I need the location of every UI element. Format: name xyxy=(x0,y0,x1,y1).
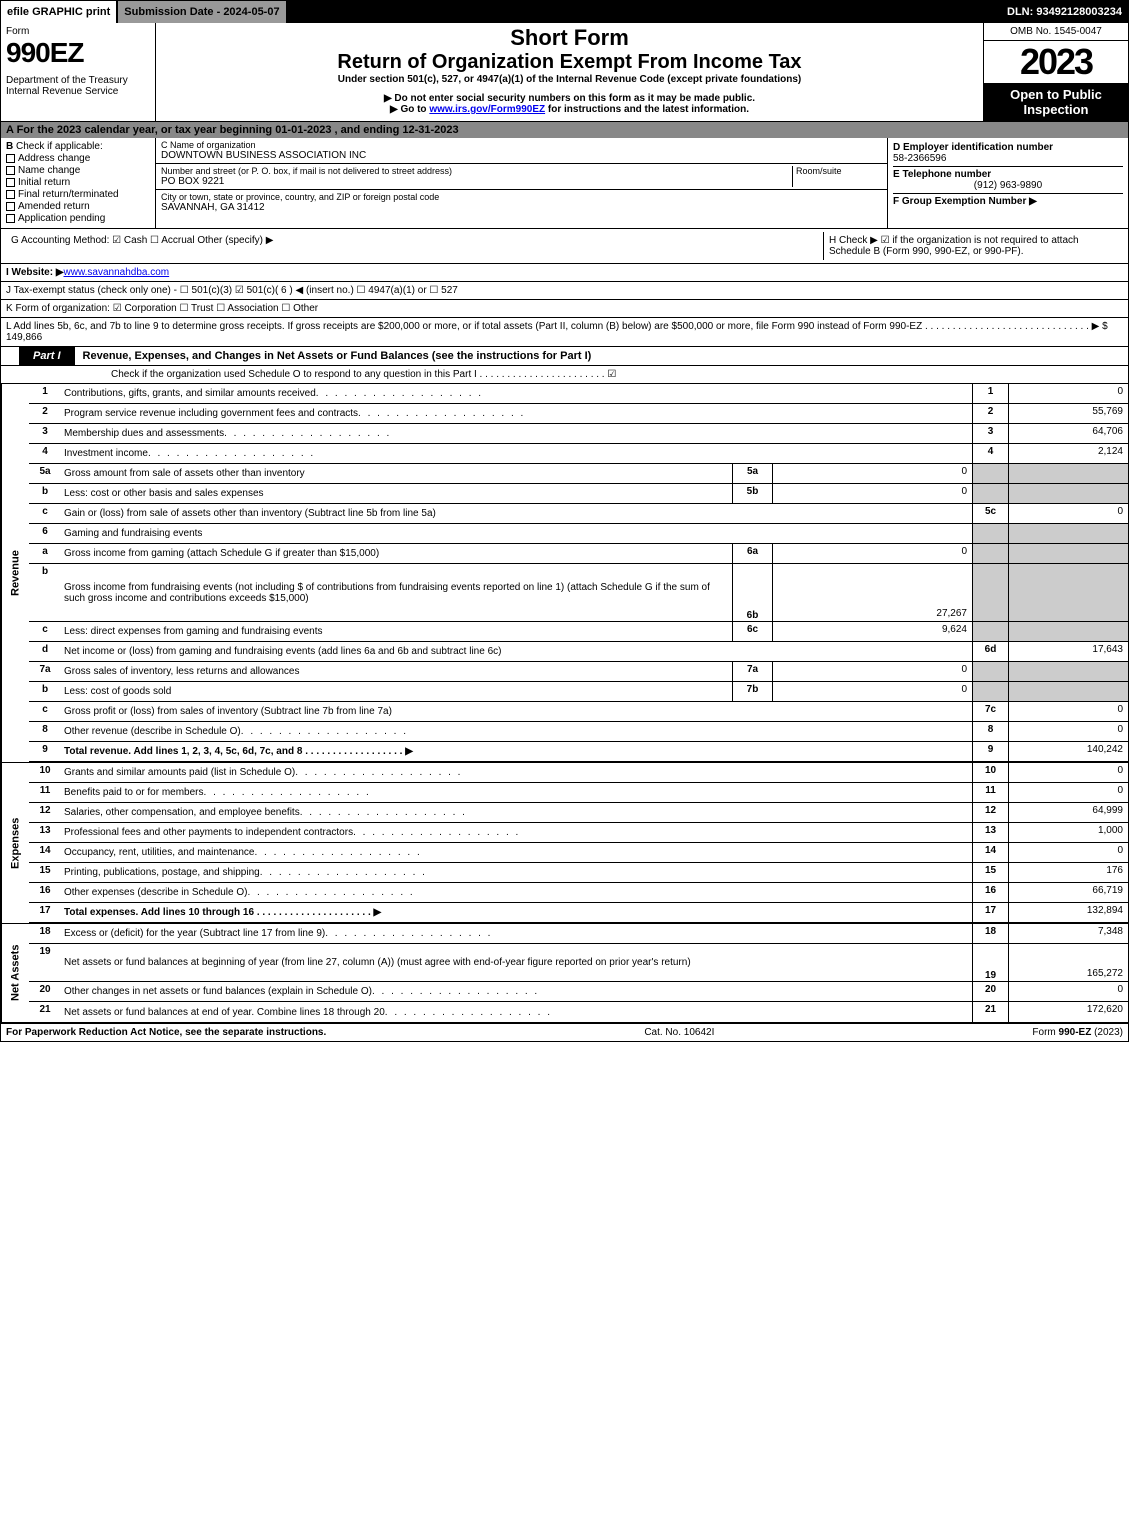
amt-6d: 17,643 xyxy=(1008,642,1128,661)
amt-18: 7,348 xyxy=(1008,924,1128,943)
form-word: Form xyxy=(6,26,150,37)
amt-13: 1,000 xyxy=(1008,823,1128,842)
org-street: PO BOX 9221 xyxy=(161,176,792,187)
header-center: Short Form Return of Organization Exempt… xyxy=(156,23,983,121)
part1-title: Revenue, Expenses, and Changes in Net As… xyxy=(75,350,592,362)
form-number: 990EZ xyxy=(6,37,150,69)
line-i: I Website: ▶www.savannahdba.com xyxy=(1,264,1128,282)
header-right: OMB No. 1545-0047 2023 Open to Public In… xyxy=(983,23,1128,121)
ssn-warning: ▶ Do not enter social security numbers o… xyxy=(161,93,978,104)
amt-8: 0 xyxy=(1008,722,1128,741)
amt-16: 66,719 xyxy=(1008,883,1128,902)
header-left: Form 990EZ Department of the Treasury In… xyxy=(1,23,156,121)
tax-year: 2023 xyxy=(984,41,1128,83)
part1-label: Part I xyxy=(19,347,75,365)
amt-19: 165,272 xyxy=(1008,944,1128,981)
chk-pending[interactable] xyxy=(6,214,15,223)
line-h: H Check ▶ ☑ if the organization is not r… xyxy=(823,232,1123,260)
form-ref: Form 990-EZ (2023) xyxy=(1032,1027,1123,1038)
chk-initial[interactable] xyxy=(6,178,15,187)
open-public: Open to Public Inspection xyxy=(984,83,1128,121)
chk-name[interactable] xyxy=(6,166,15,175)
section-bcd: B Check if applicable: Address change Na… xyxy=(1,138,1128,229)
revenue-label: Revenue xyxy=(1,384,29,762)
amt-14: 0 xyxy=(1008,843,1128,862)
amt-11: 0 xyxy=(1008,783,1128,802)
footer: For Paperwork Reduction Act Notice, see … xyxy=(1,1024,1128,1041)
chk-final[interactable] xyxy=(6,190,15,199)
amt-21: 172,620 xyxy=(1008,1002,1128,1022)
goto-line: ▶ Go to www.irs.gov/Form990EZ for instru… xyxy=(161,104,978,115)
amt-2: 55,769 xyxy=(1008,404,1128,423)
irs-label: Internal Revenue Service xyxy=(6,86,150,97)
submission-date: Submission Date - 2024-05-07 xyxy=(118,1,287,23)
form-container: efile GRAPHIC print Submission Date - 20… xyxy=(0,0,1129,1042)
row-gh: G Accounting Method: ☑ Cash ☐ Accrual Ot… xyxy=(1,229,1128,264)
line-a: A For the 2023 calendar year, or tax yea… xyxy=(1,122,1128,138)
paperwork-notice: For Paperwork Reduction Act Notice, see … xyxy=(6,1027,326,1038)
org-city: SAVANNAH, GA 31412 xyxy=(161,202,882,213)
top-bar: efile GRAPHIC print Submission Date - 20… xyxy=(1,1,1128,23)
amt-12: 64,999 xyxy=(1008,803,1128,822)
netassets-label: Net Assets xyxy=(1,924,29,1022)
amt-7c: 0 xyxy=(1008,702,1128,721)
netassets-section: Net Assets 18Excess or (deficit) for the… xyxy=(1,924,1128,1024)
amt-17: 132,894 xyxy=(1008,903,1128,922)
amt-20: 0 xyxy=(1008,982,1128,1001)
box-b: B Check if applicable: Address change Na… xyxy=(1,138,156,228)
under-section: Under section 501(c), 527, or 4947(a)(1)… xyxy=(161,74,978,85)
line-l: L Add lines 5b, 6c, and 7b to line 9 to … xyxy=(1,318,1128,347)
dept-label: Department of the Treasury xyxy=(6,75,150,86)
expenses-section: Expenses 10Grants and similar amounts pa… xyxy=(1,763,1128,924)
part1-check: Check if the organization used Schedule … xyxy=(1,366,1128,384)
amt-3: 64,706 xyxy=(1008,424,1128,443)
return-title: Return of Organization Exempt From Incom… xyxy=(161,51,978,74)
part1-header: Part I Revenue, Expenses, and Changes in… xyxy=(1,347,1128,366)
amt-5c: 0 xyxy=(1008,504,1128,523)
group-exemption: F Group Exemption Number ▶ xyxy=(893,196,1123,207)
short-form-title: Short Form xyxy=(161,25,978,51)
gross-receipts: 149,866 xyxy=(6,332,42,343)
omb-number: OMB No. 1545-0047 xyxy=(984,23,1128,41)
phone: (912) 963-9890 xyxy=(893,180,1123,191)
line-j: J Tax-exempt status (check only one) - ☐… xyxy=(1,282,1128,300)
dln-label: DLN: 93492128003234 xyxy=(1001,1,1128,23)
efile-label: efile GRAPHIC print xyxy=(1,1,118,23)
revenue-section: Revenue 1Contributions, gifts, grants, a… xyxy=(1,384,1128,763)
chk-amended[interactable] xyxy=(6,202,15,211)
box-d: D Employer identification number 58-2366… xyxy=(888,138,1128,228)
ein: 58-2366596 xyxy=(893,153,1123,164)
website-link[interactable]: www.savannahdba.com xyxy=(64,267,170,278)
amt-15: 176 xyxy=(1008,863,1128,882)
cat-no: Cat. No. 10642I xyxy=(644,1027,714,1038)
line-k: K Form of organization: ☑ Corporation ☐ … xyxy=(1,300,1128,318)
line-g: G Accounting Method: ☑ Cash ☐ Accrual Ot… xyxy=(6,232,823,260)
expenses-label: Expenses xyxy=(1,763,29,923)
chk-address[interactable] xyxy=(6,154,15,163)
form-header: Form 990EZ Department of the Treasury In… xyxy=(1,23,1128,122)
amt-4: 2,124 xyxy=(1008,444,1128,463)
amt-1: 0 xyxy=(1008,384,1128,403)
org-name: DOWNTOWN BUSINESS ASSOCIATION INC xyxy=(161,150,882,161)
irs-link[interactable]: www.irs.gov/Form990EZ xyxy=(429,104,545,115)
amt-9: 140,242 xyxy=(1008,742,1128,761)
amt-10: 0 xyxy=(1008,763,1128,782)
box-c: C Name of organization DOWNTOWN BUSINESS… xyxy=(156,138,888,228)
